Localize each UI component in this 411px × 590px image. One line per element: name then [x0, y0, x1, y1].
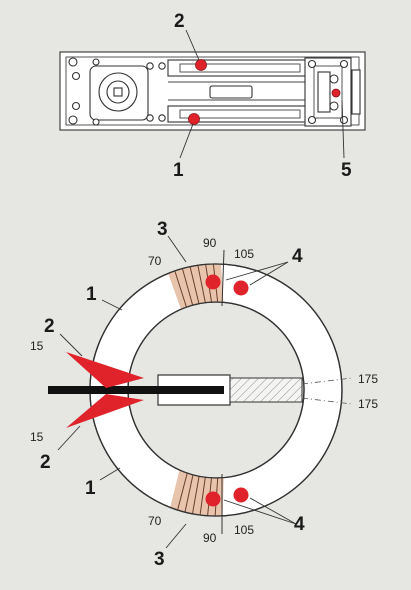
angle-label-bottom-105: 105: [234, 523, 254, 537]
angle-label-bottom-90: 90: [203, 531, 217, 545]
callout-dial-2-upper: 2: [44, 316, 55, 337]
callout-dial-3-top: 3: [157, 219, 168, 240]
callout-dial-1-upper: 1: [86, 284, 97, 305]
adjustment-valve-icon: [195, 59, 207, 71]
angle-label-right-175-upper: 175: [358, 372, 378, 386]
direction-arrow-icon: [66, 352, 144, 388]
angle-label-top-90: 90: [203, 236, 217, 250]
direction-arrow-icon: [66, 394, 144, 428]
angle-label-right-175-lower: 175: [358, 397, 378, 411]
callout-dial-1-lower: 1: [85, 478, 96, 499]
angle-label-left-15-lower: 15: [30, 430, 44, 444]
callout-top-2: 2: [174, 11, 185, 32]
angle-label-top-105: 105: [234, 247, 254, 261]
callout-dial-3-bottom: 3: [154, 549, 165, 570]
adjustment-valve-icon: [205, 274, 221, 290]
callout-dial-4-bottom: 4: [294, 514, 305, 535]
callout-dial-4-top: 4: [292, 246, 303, 267]
angle-label-bottom-70: 70: [148, 514, 162, 528]
adjustment-valve-icon: [233, 487, 249, 503]
angle-label-left-15-upper: 15: [30, 339, 44, 353]
callout-top-5: 5: [341, 160, 352, 181]
adjustment-valve-icon: [188, 113, 200, 125]
adjustment-valve-icon: [233, 280, 249, 296]
floor-spring-body-icon: [59, 51, 366, 131]
adjustment-valve-icon: [205, 491, 221, 507]
angle-label-top-70: 70: [148, 254, 162, 268]
callout-dial-2-lower: 2: [40, 452, 51, 473]
adjustment-valve-icon: [331, 88, 341, 98]
callout-top-1: 1: [173, 160, 184, 181]
